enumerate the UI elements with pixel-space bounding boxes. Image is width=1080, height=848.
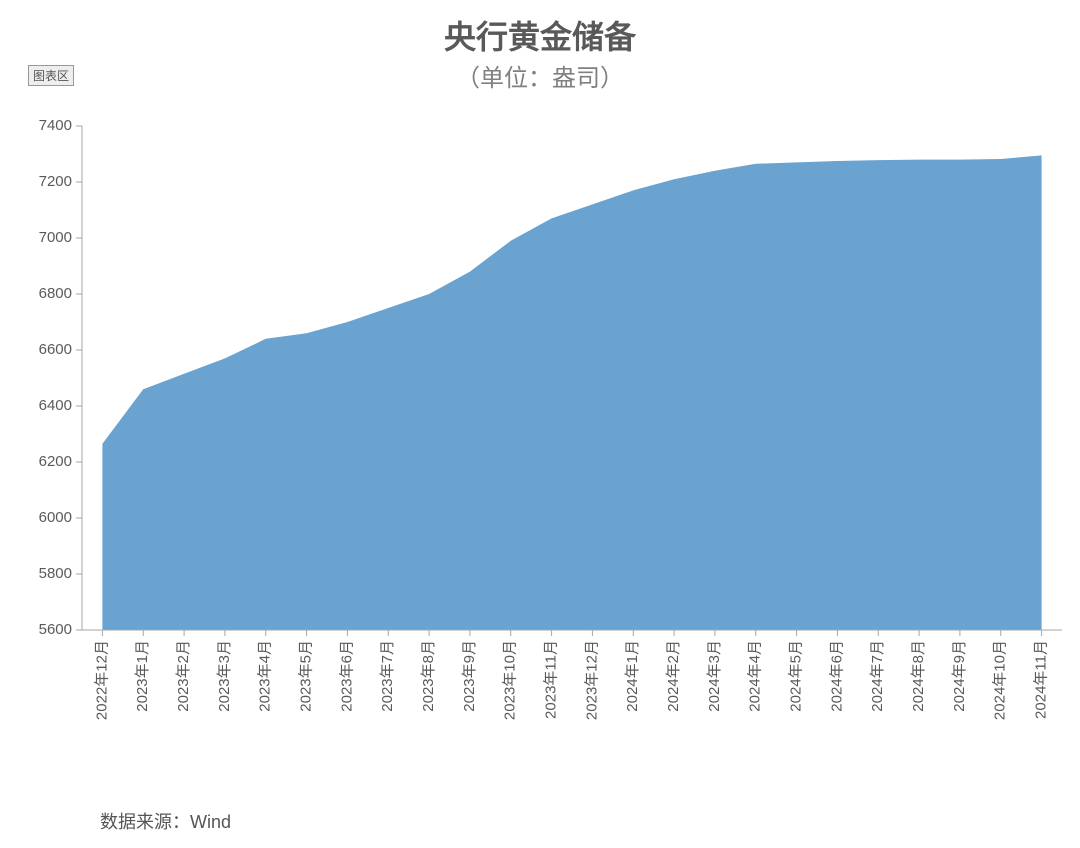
chart-container: 央行黄金储备 （单位：盎司） 图表区 560058006000620064006…	[0, 0, 1080, 848]
x-tick-label: 2024年4月	[747, 640, 764, 712]
y-tick-label: 7400	[39, 117, 72, 134]
x-tick-label: 2023年9月	[461, 640, 478, 712]
x-tick-label: 2023年7月	[379, 640, 396, 712]
x-tick-label: 2022年12月	[93, 640, 110, 720]
y-tick-label: 6400	[39, 397, 72, 414]
y-tick-label: 5600	[39, 621, 72, 638]
x-tick-label: 2023年12月	[583, 640, 600, 720]
x-tick-label: 2023年10月	[502, 640, 519, 720]
x-tick-label: 2023年5月	[298, 640, 315, 712]
x-tick-label: 2023年1月	[134, 640, 151, 712]
x-tick-label: 2024年9月	[951, 640, 968, 712]
data-source-label: 数据来源：Wind	[100, 808, 231, 834]
y-tick-label: 6000	[39, 509, 72, 526]
x-tick-label: 2024年2月	[665, 640, 682, 712]
x-ticks: 2022年12月 2023年1月 2023年2月 2023年3月 2023年4月 2023…	[93, 630, 1049, 720]
x-tick-label: 2023年2月	[175, 640, 192, 712]
x-tick-label: 2023年4月	[257, 640, 274, 712]
x-tick-label: 2024年6月	[828, 640, 845, 712]
y-tick-label: 7200	[39, 173, 72, 190]
y-tick-label: 6800	[39, 285, 72, 302]
x-tick-label: 2024年3月	[706, 640, 723, 712]
area-chart: 5600 5800 6000 6200 6400 6600 6800 7000 7200 7400…	[0, 0, 1080, 848]
y-tick-label: 7000	[39, 229, 72, 246]
x-tick-label: 2024年8月	[910, 640, 927, 712]
x-tick-label: 2024年11月	[1033, 640, 1050, 719]
y-ticks: 5600 5800 6000 6200 6400 6600 6800 7000 7200 7400	[39, 117, 82, 638]
y-tick-label: 5800	[39, 565, 72, 582]
area-fill	[102, 155, 1041, 630]
x-tick-label: 2024年10月	[992, 640, 1009, 720]
x-tick-label: 2023年6月	[338, 640, 355, 712]
x-tick-label: 2024年7月	[869, 640, 886, 712]
x-tick-label: 2023年3月	[216, 640, 233, 712]
y-tick-label: 6200	[39, 453, 72, 470]
y-tick-label: 6600	[39, 341, 72, 358]
x-tick-label: 2024年5月	[788, 640, 805, 712]
x-tick-label: 2023年11月	[543, 640, 560, 719]
x-tick-label: 2024年1月	[624, 640, 641, 712]
x-tick-label: 2023年8月	[420, 640, 437, 712]
